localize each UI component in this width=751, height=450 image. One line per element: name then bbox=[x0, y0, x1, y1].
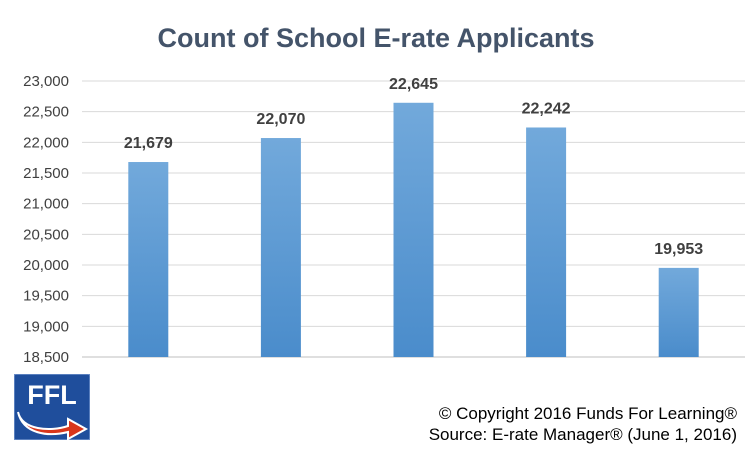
y-tick-label: 18,500 bbox=[23, 349, 69, 366]
y-tick-label: 20,000 bbox=[23, 257, 69, 274]
y-axis: 18,500 19,000 19,500 20,000 20,500 21,000 21,5… bbox=[23, 73, 69, 366]
bar-chart: Count of School E-rate Applicants 18,500… bbox=[23, 23, 745, 366]
y-tick-label: 19,500 bbox=[23, 288, 69, 305]
ffl-logo: FFL bbox=[14, 374, 90, 440]
data-label: 22,645 bbox=[389, 76, 438, 93]
chart-title: Count of School E-rate Applicants bbox=[157, 23, 594, 53]
data-label: 22,070 bbox=[256, 111, 305, 128]
bar-2015 bbox=[526, 127, 567, 358]
svg-text:FFL: FFL bbox=[27, 380, 76, 410]
y-tick-label: 22,500 bbox=[23, 104, 69, 121]
source-text: Source: E-rate Manager® (June 1, 2016) bbox=[428, 425, 737, 444]
data-label: 21,679 bbox=[124, 135, 173, 152]
data-label: 19,953 bbox=[654, 241, 703, 258]
bar-2012 bbox=[128, 162, 169, 357]
data-label: 22,242 bbox=[522, 100, 571, 117]
y-tick-label: 21,500 bbox=[23, 165, 69, 182]
y-tick-label: 23,000 bbox=[23, 73, 69, 90]
y-tick-label: 21,000 bbox=[23, 196, 69, 213]
bar-2016 bbox=[658, 267, 699, 357]
copyright-text: © Copyright 2016 Funds For Learning® bbox=[438, 404, 737, 423]
y-tick-label: 22,000 bbox=[23, 134, 69, 151]
data-labels: 21,679 22,070 22,645 22,242 19,953 bbox=[124, 76, 703, 258]
y-tick-label: 19,000 bbox=[23, 318, 69, 335]
bar-2014 bbox=[393, 102, 434, 357]
y-tick-label: 20,500 bbox=[23, 226, 69, 243]
bars bbox=[128, 102, 699, 358]
bar-2013 bbox=[260, 138, 301, 357]
